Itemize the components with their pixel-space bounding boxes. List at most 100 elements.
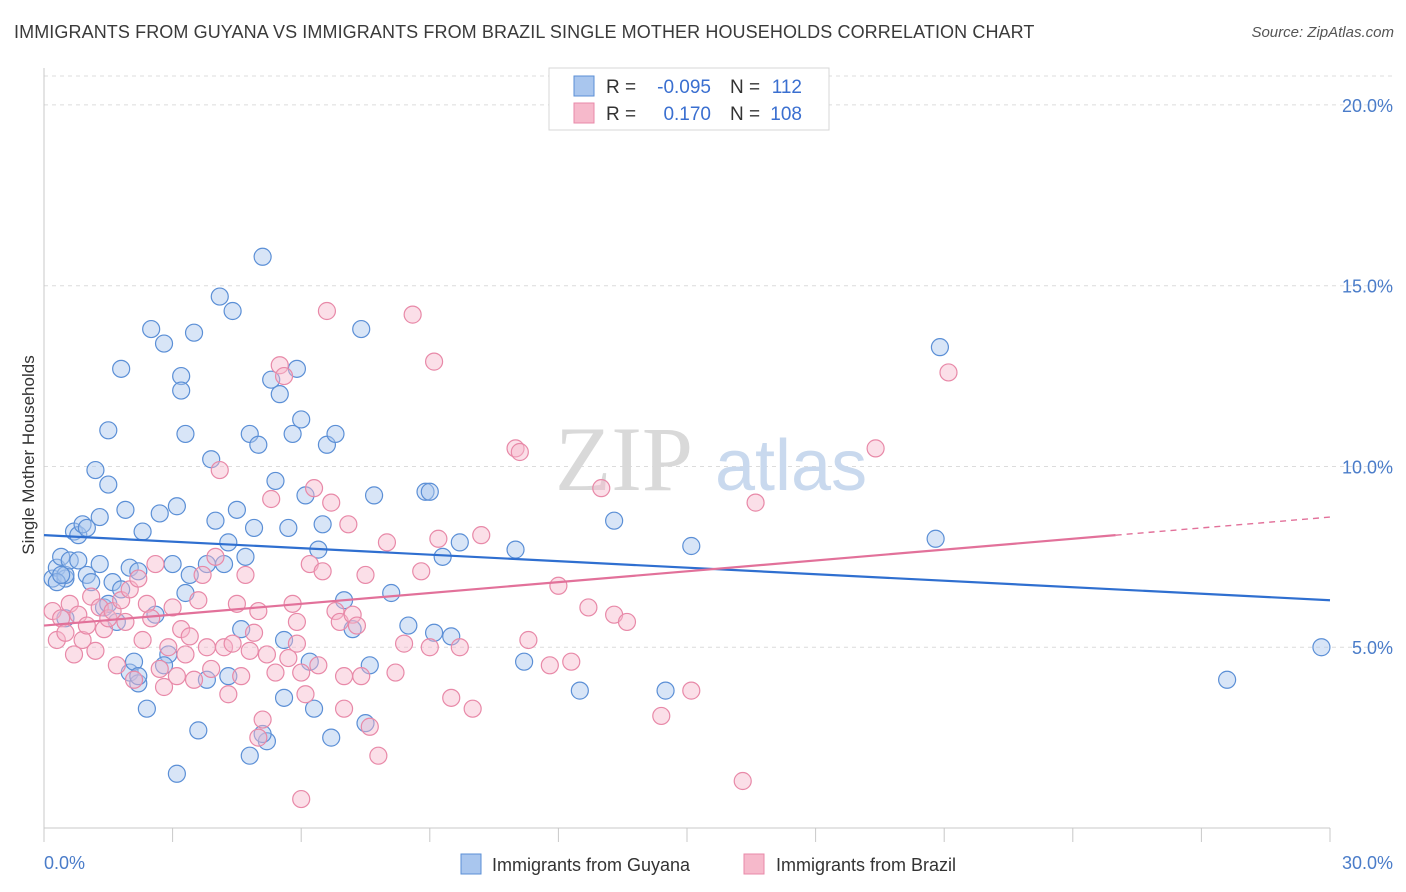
brazil-point-39 [210, 460, 229, 480]
brazil-point-72 [352, 667, 371, 686]
brazil-point-63 [313, 562, 332, 581]
brazil-point-99 [682, 681, 701, 700]
stats-legend: R = -0.095 N = 112 R = 0.170 N = 108 [548, 67, 830, 131]
brazil-point-5 [64, 645, 84, 664]
brazil-point-95 [592, 479, 611, 498]
guyana-point-72 [352, 319, 371, 339]
guyana-point-108 [69, 551, 88, 570]
brazil-point-97 [617, 612, 637, 632]
brazil-point-93 [562, 652, 581, 671]
y-axis-label: Single Mother Households [19, 355, 38, 554]
brazil-point-48 [249, 601, 268, 621]
brazil-point-59 [296, 685, 315, 704]
guyana-point-91 [930, 338, 950, 357]
y-tick-label-3: 20.0% [1342, 96, 1393, 116]
guyana-point-14 [99, 421, 118, 440]
brazil-point-98 [652, 706, 671, 726]
guyana-point-57 [270, 385, 289, 404]
legend-n-value-brazil: 108 [770, 104, 802, 125]
guyana-point-103 [240, 746, 259, 765]
brazil-point-45 [236, 565, 255, 585]
guyana-point-23 [124, 652, 144, 671]
guyana-point-35 [172, 381, 191, 400]
guyana-point-102 [219, 667, 238, 686]
guyana-point-37 [180, 565, 199, 585]
legend-n-label-brazil: N = [730, 104, 760, 125]
guyana-point-39 [189, 721, 208, 740]
brazil-point-75 [369, 746, 388, 765]
brazil-point-49 [253, 710, 272, 729]
brazil-point-26 [154, 677, 174, 697]
stats-legend-box [548, 67, 830, 131]
brazil-point-8 [77, 616, 96, 635]
brazil-point-87 [472, 526, 491, 545]
brazil-point-89 [510, 442, 529, 462]
brazil-point-61 [304, 479, 324, 498]
guyana-point-30 [154, 334, 174, 353]
legend-n-value-guyana: 112 [772, 77, 802, 98]
brazil-point-76 [377, 533, 397, 552]
brazil-point-17 [116, 612, 135, 632]
brazil-point-7 [73, 630, 92, 650]
brazil-point-85 [450, 638, 469, 657]
guyana-point-81 [433, 547, 452, 566]
brazil-point-44 [232, 667, 251, 686]
guyana-point-18 [112, 359, 131, 378]
brazil-point-82 [424, 352, 444, 371]
guyana-point-110 [167, 764, 186, 783]
brazil-point-58 [292, 663, 311, 682]
brazil-point-3 [56, 623, 75, 642]
brazil-point-53 [270, 356, 289, 375]
guyana-point-83 [450, 533, 469, 552]
brazil-point-27 [159, 638, 178, 657]
brazil-point-103 [939, 363, 958, 382]
watermark-zip: ZIP [555, 408, 693, 510]
trendline-brazil-extension [1115, 516, 1331, 536]
guyana-point-34 [172, 366, 191, 386]
guyana-point-53 [253, 247, 272, 266]
brazil-point-46 [240, 641, 259, 660]
brazil-point-79 [403, 305, 422, 324]
brazil-point-70 [343, 605, 362, 624]
watermark: ZIP atlas [555, 408, 867, 510]
brazil-point-106 [249, 728, 268, 747]
brazil-point-50 [257, 645, 277, 664]
guyana-point-56 [266, 471, 285, 491]
guyana-point-79 [420, 482, 439, 501]
guyana-point-11 [86, 460, 105, 480]
guyana-point-90 [926, 529, 945, 548]
y-tick-label-2: 15.0% [1342, 277, 1393, 297]
brazil-point-104 [292, 789, 311, 809]
bottom-legend-label-brazil: Immigrants from Brazil [776, 855, 956, 875]
brazil-point-23 [142, 609, 161, 628]
brazil-point-38 [206, 547, 225, 566]
legend-n-label-guyana: N = [730, 77, 760, 98]
x-tick-label-0: 0.0% [44, 853, 85, 873]
guyana-point-68 [322, 728, 341, 747]
guyana-point-96 [77, 518, 96, 538]
brazil-point-64 [317, 301, 337, 321]
guyana-point-60 [283, 424, 302, 444]
brazil-point-92 [549, 576, 568, 595]
brazil-point-86 [463, 699, 482, 718]
brazil-point-81 [420, 638, 439, 657]
brazil-point-78 [394, 634, 414, 653]
brazil-point-68 [334, 667, 354, 686]
guyana-point-12 [90, 507, 109, 527]
legend-swatch-guyana [573, 75, 595, 97]
brazil-point-65 [322, 493, 341, 512]
axes [43, 68, 1331, 842]
brazil-point-47 [244, 623, 264, 642]
brazil-point-91 [540, 656, 559, 675]
guyana-point-77 [399, 616, 418, 635]
brazil-point-41 [219, 685, 238, 704]
guyana-point-46 [223, 301, 242, 321]
brazil-point-100 [733, 771, 752, 791]
trend-lines [43, 516, 1331, 627]
brazil-point-52 [266, 663, 285, 682]
brazil-point-19 [124, 670, 144, 689]
series-guyana-points [43, 247, 1331, 783]
guyana-point-15 [99, 475, 118, 494]
guyana-point-59 [279, 518, 298, 538]
guyana-point-36 [176, 424, 195, 444]
